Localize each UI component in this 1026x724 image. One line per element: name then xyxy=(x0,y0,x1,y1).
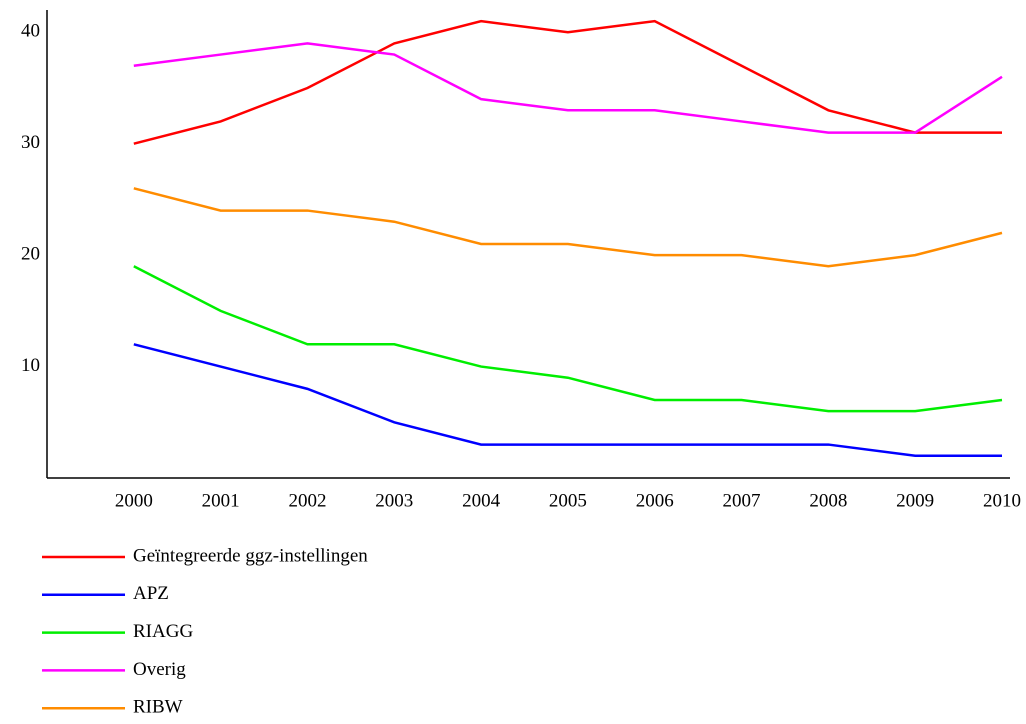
series-line xyxy=(133,343,1002,457)
x-tick-label: 2003 xyxy=(375,490,413,511)
series-line xyxy=(133,265,1003,413)
x-tick-label: 2000 xyxy=(115,490,153,511)
x-tick-label: 2010 xyxy=(983,490,1021,511)
x-tick-label: 2008 xyxy=(809,490,847,511)
legend-label: APZ xyxy=(133,583,169,604)
x-tick-label: 2001 xyxy=(202,490,240,511)
x-tick-label: 2005 xyxy=(549,490,587,511)
y-tick-label: 40 xyxy=(21,21,40,42)
series-line xyxy=(133,187,1003,268)
series-line xyxy=(133,19,1002,145)
x-tick-label: 2009 xyxy=(896,490,934,511)
y-tick-label: 30 xyxy=(21,132,40,153)
x-tick-label: 2006 xyxy=(636,490,674,511)
series-line xyxy=(133,42,1003,134)
x-tick-label: 2004 xyxy=(462,490,501,511)
x-tick-label: 2007 xyxy=(723,490,761,511)
y-tick-label: 10 xyxy=(21,355,40,376)
y-tick-label: 20 xyxy=(21,244,40,265)
legend-label: Overig xyxy=(133,659,186,680)
legend-label: RIBW xyxy=(133,697,183,718)
legend-label: RIAGG xyxy=(133,621,193,642)
x-tick-label: 2002 xyxy=(288,490,326,511)
legend-label: Geïntegreerde ggz-instellingen xyxy=(133,545,368,566)
